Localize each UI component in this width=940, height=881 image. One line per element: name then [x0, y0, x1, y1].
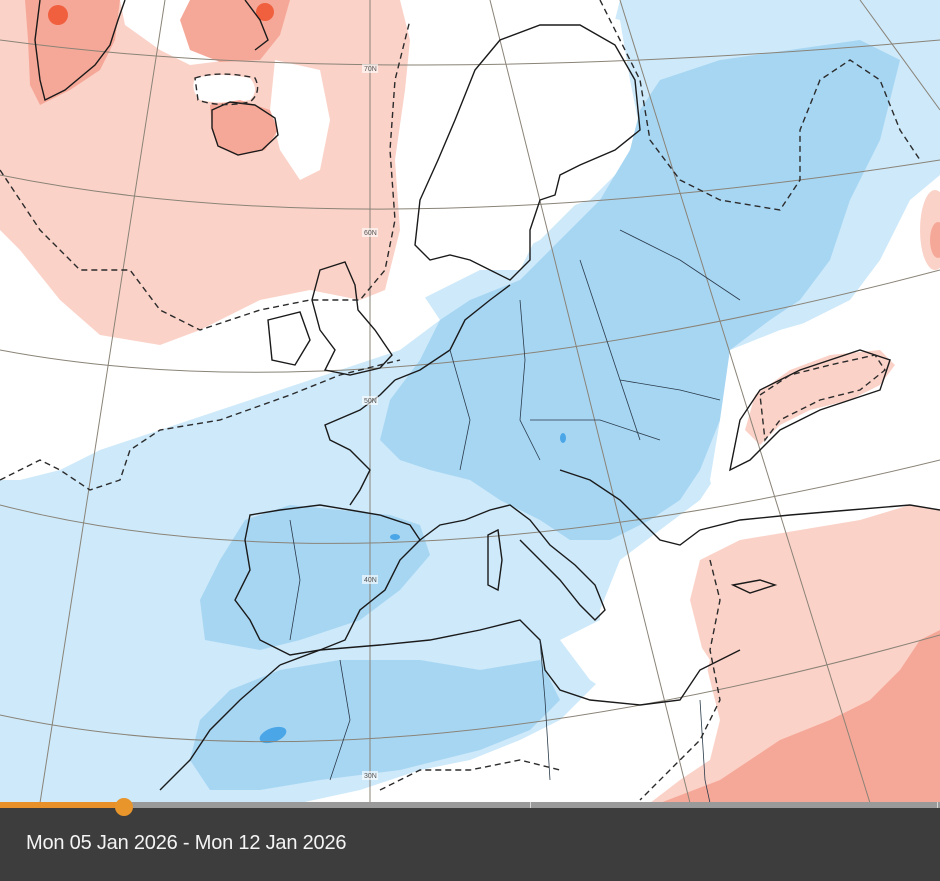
neutral-patch-iceland-north [193, 75, 255, 103]
warm-anomaly-iceland [210, 100, 278, 155]
contour-east-med [639, 559, 721, 801]
border-france-germany [449, 349, 471, 471]
anomaly-map-svg: 70N 60N 50N 40N 30N [0, 0, 940, 803]
timeline-progress [0, 802, 124, 808]
dashed-contours [0, 0, 921, 801]
forecast-map: 70N 60N 50N 40N 30N [0, 0, 940, 803]
border-central-europe [530, 419, 661, 441]
border-germany-poland [519, 299, 541, 461]
warm-spot-greenland-east [256, 3, 274, 21]
border-tunisia-algeria-libya [539, 639, 551, 781]
contour-atlantic-cold [0, 359, 401, 491]
warm-spot-east-edge-inner [930, 222, 940, 258]
latitude-labels: 70N 60N 50N 40N 30N [362, 64, 378, 780]
contour-north-atlantic [0, 19, 411, 331]
timeline-slider[interactable] [0, 798, 940, 816]
contour-sahara [379, 759, 561, 791]
label-40n: 40N [364, 577, 377, 584]
coast-turkey-south [699, 504, 940, 531]
meridian-3 [489, 0, 691, 803]
coast-italy [419, 504, 606, 621]
coast-ireland [267, 311, 311, 366]
border-poland-belarus [579, 259, 641, 441]
latitude-50n [0, 269, 940, 373]
meridian-5 [859, 0, 940, 111]
latitude-40n [0, 459, 940, 544]
contour-caucasus [759, 354, 886, 442]
warm-anomaly-caucasus-inner [745, 350, 895, 445]
timeline-thumb[interactable] [115, 798, 133, 816]
border-algeria-morocco [329, 659, 351, 781]
coast-sardinia [487, 528, 503, 592]
coast-crete [730, 579, 778, 594]
contour-russia [599, 0, 921, 211]
coast-scandinavia [414, 24, 641, 281]
timeline-tick [937, 802, 938, 808]
cold-anomaly-continental [380, 40, 900, 540]
warm-spot-greenland-west [48, 5, 68, 25]
latitude-30n [0, 634, 940, 743]
country-borders [289, 229, 741, 803]
coast-adriatic [559, 469, 701, 546]
footer-bar: Mon 05 Jan 2026 - Mon 12 Jan 2026 [0, 808, 940, 881]
coast-black-sea [729, 349, 891, 472]
cold-spot-pyrenees [390, 534, 400, 540]
timeline-track[interactable] [0, 802, 940, 808]
coast-morocco-atlantic [159, 664, 281, 791]
latitude-60n [0, 159, 940, 210]
neutral-scandinavia [430, 10, 640, 270]
cold-spot-alps [560, 433, 566, 443]
border-baltics-russia [619, 229, 741, 301]
border-spain-portugal [289, 519, 301, 641]
label-60n: 60N [364, 230, 377, 237]
label-30n: 30N [364, 773, 377, 780]
border-ukraine-north [619, 379, 721, 401]
neutral-band-atlantic [0, 290, 440, 480]
label-50n: 50N [364, 398, 377, 405]
coast-greenland-west [34, 0, 126, 102]
latitude-70n [0, 39, 940, 66]
warm-anomaly-greenland [25, 0, 120, 105]
date-range-label: Mon 05 Jan 2026 - Mon 12 Jan 2026 [26, 832, 347, 854]
meridian-1 [39, 0, 166, 803]
label-70n: 70N [364, 66, 377, 73]
contour-iceland-north [194, 73, 259, 106]
coast-north-africa [279, 619, 741, 706]
border-libya-egypt [699, 699, 711, 803]
neutral-libya [560, 620, 710, 710]
timeline-tick [530, 802, 531, 808]
meridian-4 [619, 0, 871, 803]
cold-anomaly-maghreb [190, 660, 560, 790]
coast-greenland-east [244, 0, 269, 51]
coast-north-sea [394, 284, 511, 381]
warm-anomaly-egypt [660, 630, 940, 803]
cold-spot-morocco [259, 726, 287, 744]
neutral-patch-northeast [270, 60, 330, 180]
coast-great-britain [311, 261, 393, 376]
